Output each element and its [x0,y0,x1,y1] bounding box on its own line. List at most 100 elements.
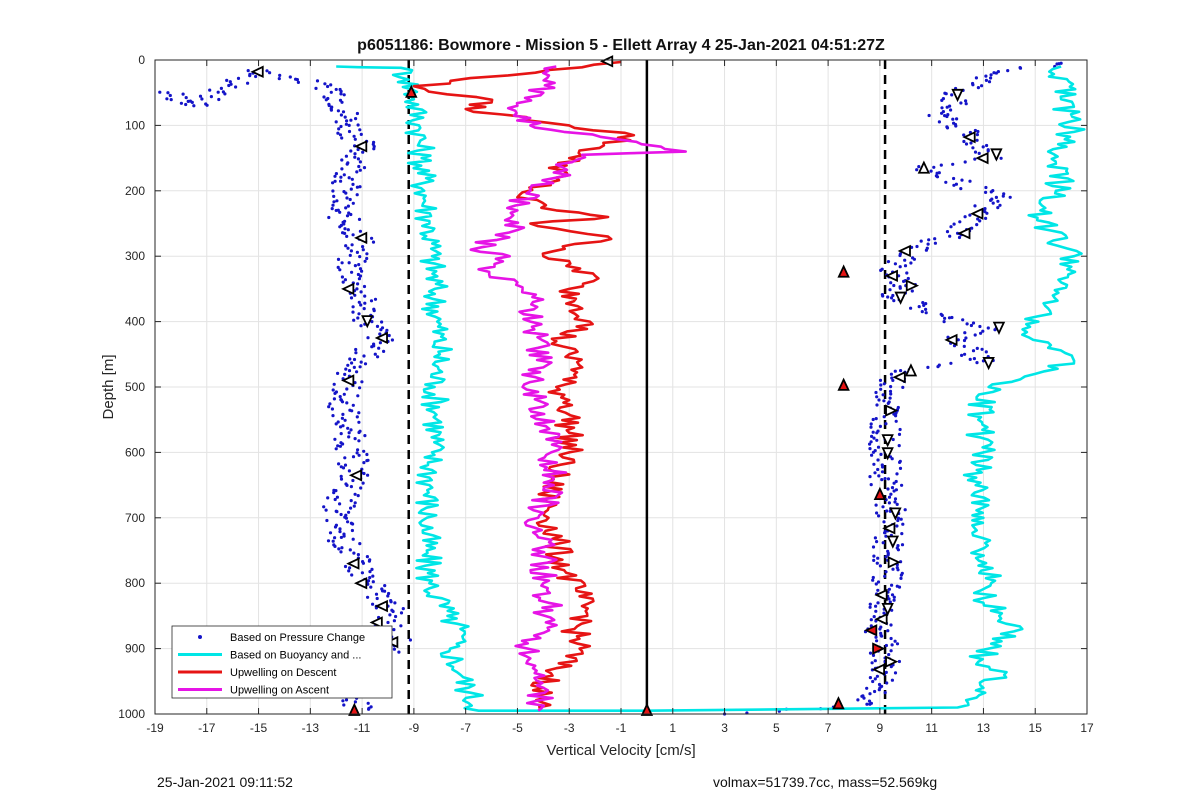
pressure-point [877,514,881,518]
pressure-point [899,369,903,373]
pressure-point [351,233,355,237]
triangle-marker [881,434,894,448]
pressure-point [341,699,345,703]
pressure-point [353,437,357,441]
pressure-point [347,431,351,435]
pressure-point [357,312,361,316]
pressure-point [338,527,342,531]
pressure-point [392,647,396,651]
pressure-point [935,175,940,179]
pressure-point [868,605,872,609]
pressure-point [362,461,366,465]
pressure-point [962,344,966,348]
pressure-point [333,391,337,395]
pressure-point [350,573,354,577]
pressure-point [973,333,977,337]
pressure-point [985,211,989,215]
pressure-point [351,182,355,186]
pressure-point [871,578,875,582]
triangle-marker [894,291,907,305]
pressure-point [871,417,875,422]
pressure-point [359,132,363,136]
pressure-point [323,82,327,86]
pressure-point [347,176,351,180]
pressure-point [865,686,869,690]
pressure-point [217,97,221,102]
triangle-marker [905,279,920,292]
legend-label: Based on Buoyancy and ... [230,650,361,662]
pressure-point [998,203,1002,207]
pressure-point [341,466,346,470]
pressure-point [948,234,952,238]
pressure-point [341,424,345,428]
y-tick-label: 900 [125,642,145,656]
pressure-point [340,275,344,279]
pressure-point [333,179,337,183]
pressure-point [344,698,349,702]
pressure-point [332,491,336,495]
pressure-point [878,564,883,568]
footer-timestamp: 25-Jan-2021 09:11:52 [157,774,293,790]
pressure-point [349,506,353,510]
y-axis-label: Depth [m] [100,354,117,419]
pressure-point [951,162,955,166]
pressure-point [355,250,359,254]
pressure-point [871,679,875,684]
legend-box [171,625,393,699]
pressure-point [968,179,972,183]
pressure-point [392,628,396,632]
pressure-point [986,326,990,330]
pressure-point [387,591,391,596]
pressure-point [357,164,361,169]
pressure-point [399,611,404,615]
pressure-point [388,613,392,617]
pressure-point [339,535,343,540]
pressure-point [341,412,345,416]
pressure-point [890,486,895,490]
pressure-point [181,92,185,96]
triangle-marker [884,269,898,283]
pressure-point [969,141,973,145]
pressure-point [891,293,895,298]
pressure-point [875,540,879,544]
pressure-point [333,437,337,441]
pressure-point [888,389,893,393]
pressure-point [315,79,320,83]
pressure-point [334,422,338,426]
pressure-point [369,585,373,589]
pressure-point [347,469,351,473]
pressure-point [345,401,349,405]
pressure-point [892,598,896,602]
pressure-point [370,320,374,324]
pressure-point [876,467,880,472]
pressure-point [397,650,401,654]
pressure-point [868,475,872,479]
pressure-point [229,82,233,86]
pressure-point [971,83,975,87]
pressure-point [878,378,883,382]
pressure-point [334,172,338,176]
pressure-point [361,481,365,485]
pressure-point [356,157,360,161]
pressure-point [334,120,338,124]
pressure-point [221,90,225,94]
pressure-point [349,499,353,503]
pressure-point [349,118,353,122]
pressure-point [344,191,348,195]
pressure-point [208,88,212,92]
pressure-point [338,225,342,229]
triangle-marker [353,140,368,153]
pressure-point [338,502,342,506]
pressure-point [350,361,354,365]
pressure-point [327,215,331,220]
pressure-point [348,357,352,361]
pressure-point [365,459,369,463]
pressure-point [897,432,902,436]
pressure-point [216,90,220,94]
pressure-point [347,369,352,373]
pressure-point [899,517,903,521]
legend-label: Upwelling on Descent [230,667,336,679]
pressure-point [336,420,340,424]
x-axis-label: Vertical Velocity [cm/s] [546,742,695,759]
pressure-point [976,129,980,134]
